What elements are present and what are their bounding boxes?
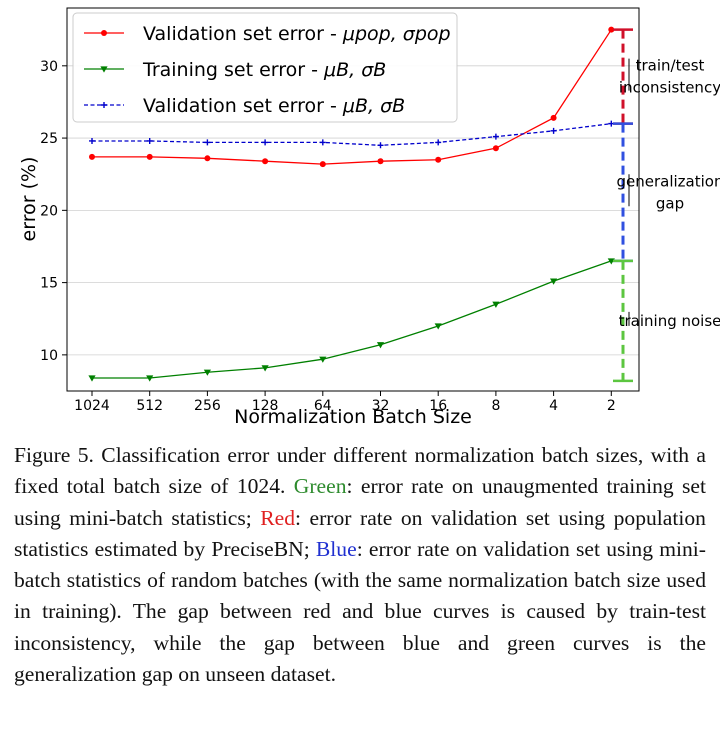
legend: Validation set error - μpop, σpop Trainin… — [72, 12, 458, 123]
series-layer — [88, 26, 615, 382]
data-point — [435, 139, 442, 146]
series-2 — [88, 258, 615, 382]
data-point — [550, 114, 557, 121]
data-point — [89, 153, 95, 160]
caption-part-3: : error rate on validation set using pop… — [14, 505, 706, 561]
annotation-label: inconsistency — [619, 79, 720, 97]
annotation-2: generalization gap — [613, 122, 720, 263]
x-tick-label: 32 — [372, 398, 390, 414]
caption-green-word: Green — [293, 474, 347, 499]
data-point — [101, 102, 107, 108]
annotation-label: generalization — [617, 172, 720, 190]
data-point — [262, 139, 269, 146]
data-point — [319, 139, 326, 146]
data-point — [377, 142, 384, 149]
data-point — [101, 30, 107, 36]
data-point — [203, 369, 211, 376]
y-axis-label: error (%) — [18, 157, 40, 242]
data-point — [88, 375, 96, 382]
data-point — [319, 356, 327, 363]
data-point — [89, 137, 95, 144]
x-tick-label: 2 — [607, 398, 616, 414]
legend-label: Training set error - μB, σB — [142, 59, 386, 81]
x-tick-label: 512 — [136, 398, 163, 414]
data-point — [376, 342, 385, 349]
x-tick-label: 256 — [194, 398, 221, 414]
annotation-label: training noise — [619, 312, 720, 330]
x-axis-label: Normalization Batch Size — [234, 406, 472, 428]
data-point — [261, 365, 269, 372]
annotation-layer: train/test inconsistency generalization gap… — [613, 28, 720, 383]
annotation-3: training noise — [613, 259, 720, 383]
data-point — [204, 155, 211, 162]
y-tick-label: 25 — [40, 131, 58, 147]
figure-caption: Figure 5. Classification error under dif… — [14, 440, 706, 690]
series-line — [92, 122, 612, 146]
line-chart: 10 15 20 25 30 1024 512 256 128 64 32 16 8 4 2 train/t… — [18, 7, 720, 428]
data-point — [550, 278, 558, 285]
x-tick-label: 1024 — [74, 398, 110, 414]
y-tick-label: 15 — [40, 276, 58, 292]
data-point — [492, 301, 500, 308]
data-point — [492, 145, 499, 152]
x-tick-label: 64 — [314, 398, 332, 414]
annotation-label: train/test — [636, 57, 705, 75]
y-tick-label: 20 — [40, 203, 58, 219]
series-line — [92, 260, 612, 379]
x-tick-label: 16 — [429, 398, 447, 414]
series-3 — [89, 120, 615, 149]
data-point — [262, 158, 269, 165]
x-tick-label: 128 — [252, 398, 279, 414]
data-point — [319, 161, 326, 168]
caption-part-2: : error rate on unaugmented training set… — [14, 474, 706, 530]
caption-red-word: Red — [260, 505, 296, 530]
axis-layer: 10 15 20 25 30 1024 512 256 128 64 32 16 8 4 2 — [40, 59, 616, 414]
data-point — [146, 137, 153, 144]
legend-box — [72, 12, 458, 123]
caption-blue-word: Blue — [315, 536, 357, 561]
y-tick-label: 10 — [40, 348, 58, 364]
y-tick-label: 30 — [40, 59, 58, 75]
plot-frame — [66, 7, 640, 392]
data-point — [146, 153, 153, 160]
x-tick-label: 4 — [549, 398, 558, 414]
legend-label: Validation set error - μpop, σpop — [143, 23, 451, 45]
annotation-label: gap — [656, 194, 684, 212]
data-point — [100, 66, 108, 73]
data-point — [435, 156, 442, 163]
data-point — [608, 26, 615, 33]
caption-lead: Figure 5. Classification error under dif… — [14, 443, 706, 499]
data-point — [434, 323, 442, 330]
annotation-1: train/test inconsistency — [613, 28, 720, 125]
legend-label: Validation set error - μB, σB — [143, 95, 405, 117]
chart-figure: 10 15 20 25 30 1024 512 256 128 64 32 16 8 4 2 train/t… — [18, 7, 720, 428]
series-1 — [89, 26, 615, 168]
x-tick-label: 8 — [491, 398, 500, 414]
data-point — [146, 375, 154, 382]
series-line — [92, 29, 612, 165]
data-point — [377, 158, 384, 165]
data-point — [550, 127, 557, 134]
caption-part-4: : error rate on validation set using min… — [14, 536, 706, 687]
data-point — [204, 139, 211, 146]
data-point — [492, 133, 499, 140]
